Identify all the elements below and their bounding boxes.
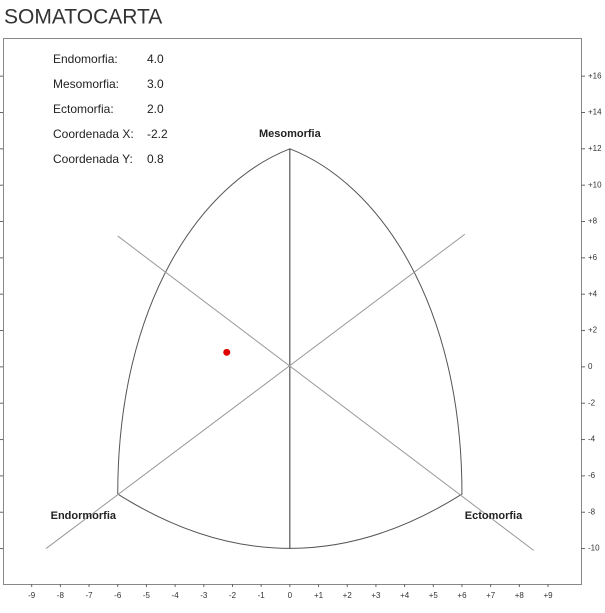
- info-label: Ectomorfia:: [53, 102, 114, 116]
- vertex-label: Mesomorfia: [259, 128, 322, 140]
- y-tick-label: +14: [588, 108, 602, 117]
- x-tick-label: -6: [114, 591, 122, 600]
- y-tick-label: +2: [588, 326, 598, 335]
- info-label: Mesomorfia:: [53, 77, 119, 91]
- info-value: 2.0: [147, 102, 164, 116]
- x-tick-label: +4: [400, 591, 410, 600]
- y-tick-label: -10: [588, 544, 600, 553]
- info-label: Coordenada Y:: [53, 152, 133, 166]
- y-tick-label: +4: [588, 289, 598, 298]
- y-tick-label: +10: [588, 180, 602, 189]
- x-tick-label: -4: [172, 591, 180, 600]
- somatotype-point: [223, 348, 231, 356]
- x-tick-label: +1: [314, 591, 324, 600]
- y-tick-label: -4: [588, 435, 596, 444]
- vertex-label: Endormorfia: [51, 510, 117, 522]
- y-tick-label: 0: [588, 362, 593, 371]
- x-tick-label: -3: [200, 591, 208, 600]
- x-tick-label: -2: [229, 591, 237, 600]
- somatochart-outline: [117, 148, 463, 549]
- x-tick-label: +3: [371, 591, 381, 600]
- x-tick-label: +6: [457, 591, 467, 600]
- y-tick-label: +8: [588, 217, 598, 226]
- chart-title: SOMATOCARTA: [4, 6, 162, 29]
- info-value: 0.8: [147, 152, 164, 166]
- x-tick-label: 0: [288, 591, 293, 600]
- y-tick-label: -6: [588, 471, 596, 480]
- info-value: -2.2: [147, 127, 168, 141]
- x-tick-label: -5: [143, 591, 151, 600]
- x-tick-label: +9: [543, 591, 553, 600]
- info-label: Endomorfia:: [53, 52, 118, 66]
- y-tick-label: -2: [588, 398, 596, 407]
- axis-line: [117, 235, 534, 551]
- y-tick-label: -8: [588, 507, 596, 516]
- info-value: 4.0: [147, 52, 164, 66]
- x-tick-label: -1: [258, 591, 266, 600]
- vertex-label: Ectomorfia: [465, 510, 523, 522]
- y-tick-label: +12: [588, 144, 602, 153]
- x-tick-label: +2: [343, 591, 353, 600]
- y-tick-label: +6: [588, 253, 598, 262]
- x-tick-label: +7: [486, 591, 496, 600]
- x-tick-label: +5: [429, 591, 439, 600]
- x-tick-label: +8: [515, 591, 525, 600]
- plot-frame: [3, 38, 582, 585]
- axis-line: [45, 233, 466, 549]
- x-tick-label: -9: [28, 591, 36, 600]
- info-value: 3.0: [147, 77, 164, 91]
- x-tick-label: -8: [57, 591, 65, 600]
- x-tick-label: -7: [85, 591, 93, 600]
- info-label: Coordenada X:: [53, 127, 134, 141]
- y-tick-label: +16: [588, 71, 602, 80]
